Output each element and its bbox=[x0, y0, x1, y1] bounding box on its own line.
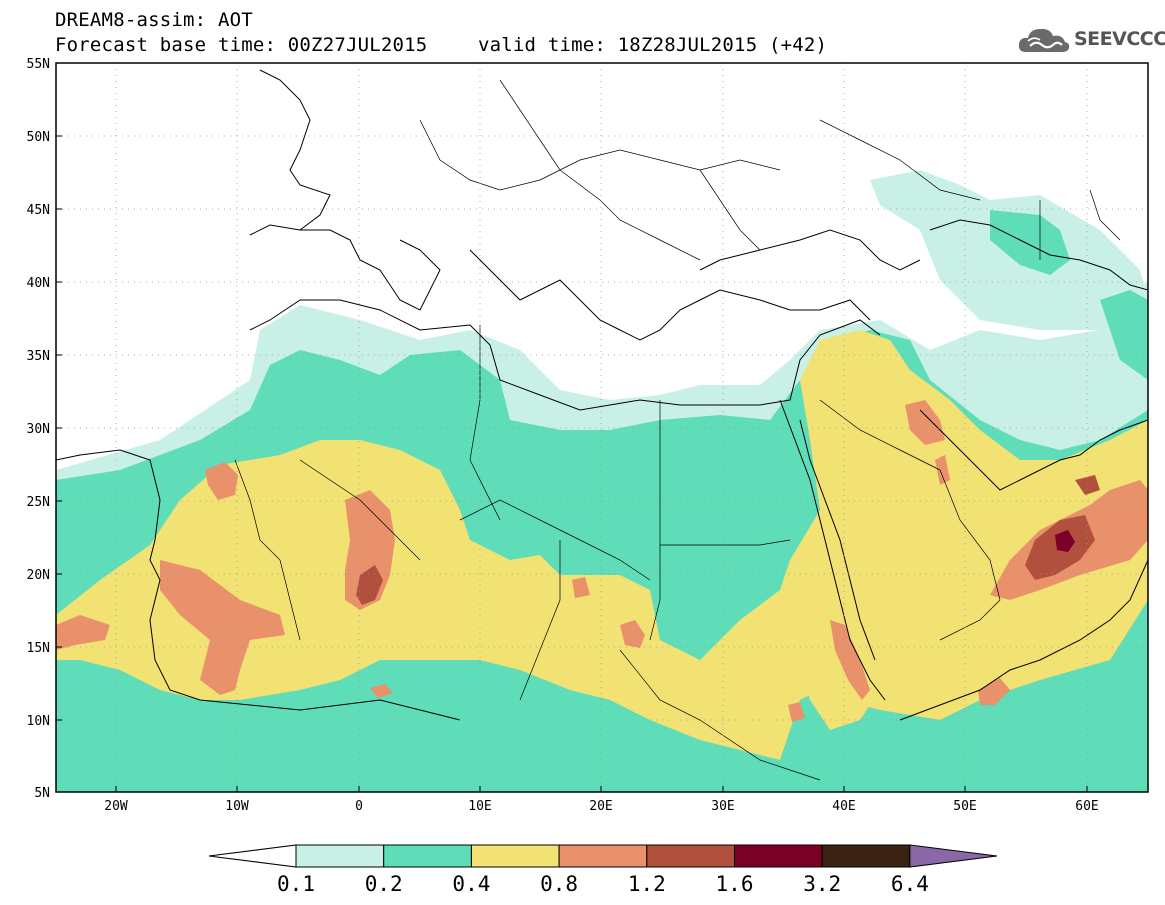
lat-label: 55N bbox=[27, 57, 50, 72]
colorbar-swatch bbox=[295, 844, 385, 868]
aot-band-1-6 bbox=[1055, 530, 1075, 552]
colorbar-label: 0.8 bbox=[540, 872, 578, 896]
lon-label: 60E bbox=[1075, 799, 1098, 814]
lon-label: 30E bbox=[711, 799, 734, 814]
lon-label: 0 bbox=[355, 799, 363, 814]
gridlines bbox=[56, 63, 1148, 792]
logo-text: SEEVCCC bbox=[1074, 28, 1165, 50]
lat-label: 45N bbox=[27, 203, 50, 218]
lat-label: 15N bbox=[27, 641, 50, 656]
colorbar-label: 6.4 bbox=[891, 872, 929, 896]
tick-marks bbox=[56, 62, 1088, 792]
lat-label: 20N bbox=[27, 568, 50, 583]
lon-label: 40E bbox=[832, 799, 855, 814]
aot-field bbox=[56, 63, 1148, 792]
lat-label: 50N bbox=[27, 130, 50, 145]
lon-label: 20W bbox=[104, 799, 128, 814]
cloud-logo-icon bbox=[1018, 28, 1070, 52]
lon-label: 10W bbox=[225, 799, 249, 814]
latitude-labels: 55N 50N 45N 40N 35N 30N 25N 20N 15N 10N … bbox=[27, 57, 50, 801]
lat-label: 35N bbox=[27, 349, 50, 364]
colorbar-label: 1.6 bbox=[716, 872, 754, 896]
forecast-base-time: Forecast base time: 00Z27JUL2015 bbox=[55, 34, 428, 56]
coastlines bbox=[56, 69, 1148, 721]
lon-label: 10E bbox=[468, 799, 491, 814]
lat-label: 5N bbox=[34, 786, 50, 801]
lat-label: 40N bbox=[27, 276, 50, 291]
seevccc-logo: SEEVCCC bbox=[1018, 24, 1165, 56]
lat-label: 25N bbox=[27, 495, 50, 510]
colorbar-swatch bbox=[383, 844, 472, 868]
valid-time: valid time: 18Z28JUL2015 (+42) bbox=[478, 34, 828, 56]
colorbar-swatch bbox=[734, 844, 823, 868]
colorbar-label: 3.2 bbox=[803, 872, 841, 896]
lon-label: 50E bbox=[953, 799, 976, 814]
colorbar bbox=[208, 844, 998, 868]
colorbar-swatch bbox=[470, 844, 560, 868]
colorbar-label: 1.2 bbox=[628, 872, 666, 896]
colorbar-labels: 0.1 0.2 0.4 0.8 1.2 1.6 3.2 6.4 bbox=[277, 872, 929, 896]
colorbar-label: 0.2 bbox=[365, 872, 403, 896]
colorbar-label: 0.1 bbox=[277, 872, 315, 896]
longitude-labels: 20W 10W 0 10E 20E 30E 40E 50E 60E bbox=[104, 799, 1098, 814]
lon-label: 20E bbox=[589, 799, 612, 814]
lat-label: 30N bbox=[27, 422, 50, 437]
colorbar-swatch bbox=[646, 844, 735, 868]
colorbar-swatch bbox=[821, 844, 911, 868]
forecast-time-line: Forecast base time: 00Z27JUL2015 valid ti… bbox=[55, 34, 827, 56]
colorbar-above-triangle bbox=[909, 844, 998, 868]
colorbar-below-triangle bbox=[208, 844, 297, 868]
lat-label: 10N bbox=[27, 714, 50, 729]
country-borders bbox=[234, 79, 1121, 781]
colorbar-swatch bbox=[558, 844, 648, 868]
colorbar-label: 0.4 bbox=[452, 872, 490, 896]
map-title: DREAM8-assim: AOT bbox=[55, 9, 253, 31]
